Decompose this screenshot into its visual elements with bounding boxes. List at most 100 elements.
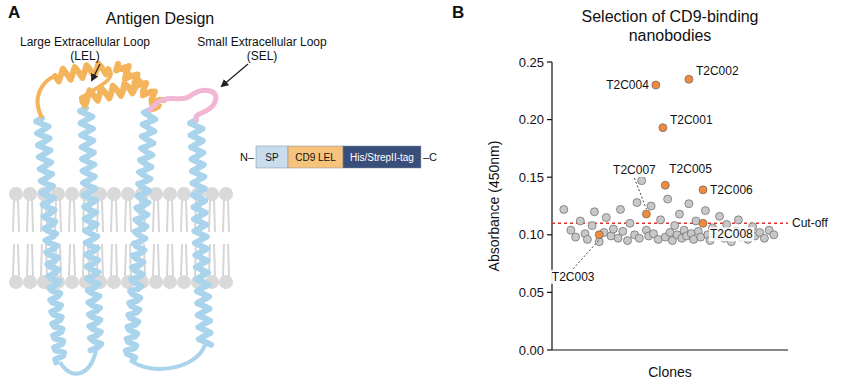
data-point [560,205,568,213]
data-point [572,233,580,241]
callout-label: Small Extracellular Loop [197,35,327,49]
construct-label: His/StrepII-tag [350,152,414,163]
lipid-tail [172,244,173,276]
panel-b: B Selection of CD9-bindingnanobodies 0.00 0… [452,3,828,380]
lipid-tail [223,200,224,232]
y-tick [547,349,552,350]
lipid-head [177,275,191,289]
data-point [609,225,617,233]
data-point [699,219,707,227]
leader-line [634,178,646,209]
lipid-tail [74,244,75,276]
data-point [671,222,679,230]
lipid-tail [228,200,229,232]
data-point [588,222,596,230]
panel-letter: B [452,3,464,22]
construct-label: SP [265,152,279,163]
lipid-tail [18,244,19,276]
lipid-tail [214,244,215,276]
data-point [602,214,610,222]
lipid-tail [83,244,84,276]
lipid-tail [27,200,28,232]
point-label: T2C005 [669,162,712,176]
lipid-tail [181,244,182,276]
y-tick-label: 0.25 [519,55,544,70]
point-label: T2C008 [710,227,753,241]
y-tick-label: 0.05 [519,285,544,300]
lipid-head [65,187,79,201]
label-patch [668,162,713,176]
lipid-head [107,275,121,289]
panel-a: AAntigen DesignLarge Extracellular Loop(… [8,3,437,374]
lipid-tail [158,244,159,276]
point-label: T2C002 [696,64,739,78]
data-point [659,124,667,132]
lipid-tail [172,200,173,232]
lipid-tail [13,200,14,232]
lipid-tail [186,244,187,276]
lipid-tail [60,200,61,232]
lipid-head [121,187,135,201]
data-point [619,227,627,235]
construct: N–SPCD9 LELHis/StrepII-tag–C [240,146,437,168]
lipid-tail [125,244,126,276]
lipid-tail [125,200,126,232]
data-point [616,205,624,213]
lipid-tail [18,200,19,232]
lipid-tail [228,244,229,276]
data-point [590,208,598,216]
data-point [567,226,575,234]
lipid-tail [32,244,33,276]
y-tick-label: 0.00 [519,343,544,358]
lipid-tail [214,200,215,232]
data-point [661,181,669,189]
construct-terminus: N– [240,151,255,163]
lipid-head [177,187,191,201]
data-point [595,231,603,239]
callout-arrow [92,64,100,80]
point-label: T2C006 [710,183,753,197]
data-point [685,75,693,83]
y-tick-label: 0.10 [519,227,544,242]
cutoff-label: Cut-off [792,216,828,230]
lipid-head [107,187,121,201]
data-point [716,212,724,220]
data-point [664,195,672,203]
lipid-tail [223,244,224,276]
lipid-tail [209,200,210,232]
tm-helix [126,110,156,360]
lipid-head [219,187,233,201]
lipid-tail [116,244,117,276]
construct-label: CD9 LEL [295,152,336,163]
y-axis [551,62,552,350]
point-label: T2C004 [606,78,649,92]
figure: AAntigen DesignLarge Extracellular Loop(… [0,0,860,386]
lel-helix [55,64,108,82]
tm-helix [36,118,64,362]
marks [552,75,788,245]
label-patch [605,78,650,92]
lipid-tail [27,244,28,276]
panel-letter: A [8,3,20,22]
y-tick [547,234,552,235]
lipid-tail [111,200,112,232]
data-point [583,235,591,243]
y-tick [547,119,552,120]
callout-label: Large Extracellular Loop [20,35,150,49]
lipid-tail [153,200,154,232]
lipid-head [163,275,177,289]
data-point [701,207,709,215]
lipid-head [23,187,37,201]
lipid-tail [158,200,159,232]
data-point [760,234,768,242]
lipid-head [9,275,23,289]
point-labels: T2C001T2C002T2C003T2C004T2C005T2C006T2C0… [551,64,754,284]
data-point [734,216,742,224]
lipid-tail [55,200,56,232]
lipid-head [219,275,233,289]
y-tick-label: 0.15 [519,170,544,185]
chart-title: Selection of CD9-bindingnanobodies [582,8,759,44]
data-point [652,81,660,89]
construct-segment [256,146,288,168]
point-label: T2C003 [552,270,595,284]
